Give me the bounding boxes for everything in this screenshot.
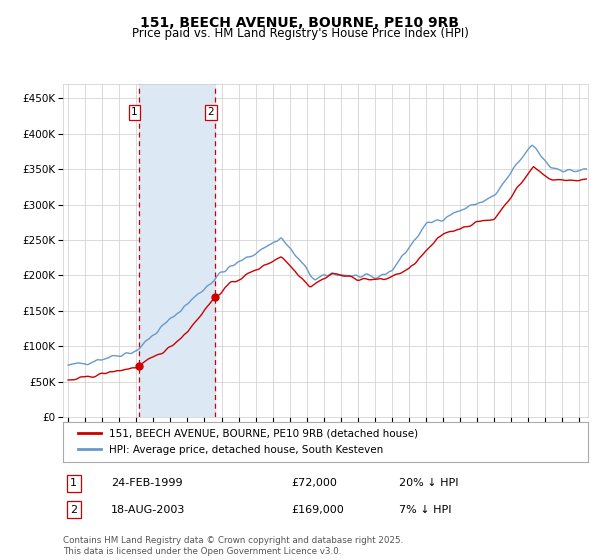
Legend: 151, BEECH AVENUE, BOURNE, PE10 9RB (detached house), HPI: Average price, detach: 151, BEECH AVENUE, BOURNE, PE10 9RB (det… <box>73 425 422 459</box>
Text: 20% ↓ HPI: 20% ↓ HPI <box>399 478 458 488</box>
Text: 2: 2 <box>208 108 214 118</box>
Text: 2: 2 <box>70 505 77 515</box>
Text: 1: 1 <box>131 108 138 118</box>
Text: 18-AUG-2003: 18-AUG-2003 <box>111 505 185 515</box>
Text: £169,000: £169,000 <box>291 505 344 515</box>
Text: Price paid vs. HM Land Registry's House Price Index (HPI): Price paid vs. HM Land Registry's House … <box>131 27 469 40</box>
Text: 24-FEB-1999: 24-FEB-1999 <box>111 478 182 488</box>
Text: 1: 1 <box>70 478 77 488</box>
Text: £72,000: £72,000 <box>291 478 337 488</box>
Text: 151, BEECH AVENUE, BOURNE, PE10 9RB: 151, BEECH AVENUE, BOURNE, PE10 9RB <box>140 16 460 30</box>
Text: 7% ↓ HPI: 7% ↓ HPI <box>399 505 452 515</box>
Text: Contains HM Land Registry data © Crown copyright and database right 2025.
This d: Contains HM Land Registry data © Crown c… <box>63 536 403 556</box>
Bar <box>139 84 215 417</box>
